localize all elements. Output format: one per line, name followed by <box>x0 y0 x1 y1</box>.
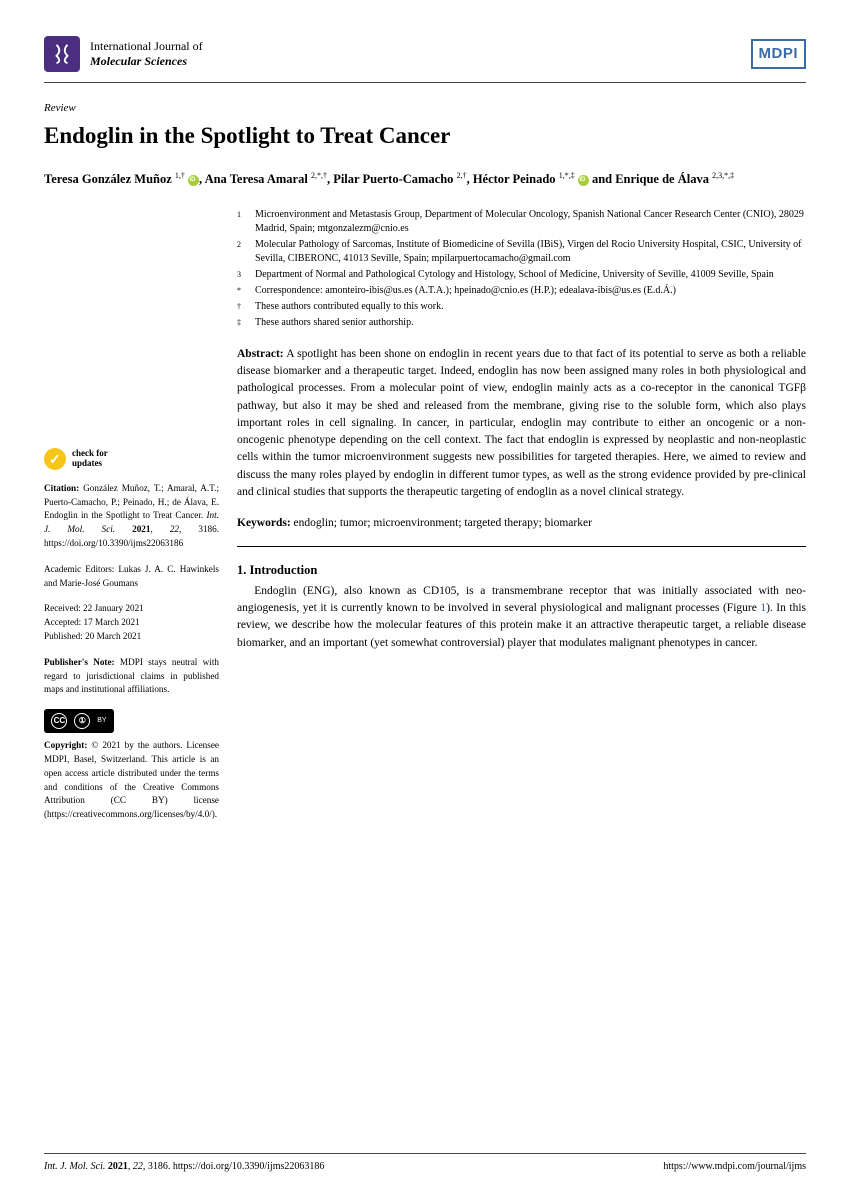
publishers-note: Publisher's Note: MDPI stays neutral wit… <box>44 656 219 697</box>
journal-logo-icon <box>44 36 80 72</box>
cc-icon: CC <box>51 713 67 729</box>
main-column: 1 Microenvironment and Metastasis Group, … <box>237 208 806 834</box>
affiliation-item: 1 Microenvironment and Metastasis Group, … <box>237 208 806 236</box>
page-footer: Int. J. Mol. Sci. 2021, 22, 3186. https:… <box>44 1153 806 1175</box>
affiliation-text: These authors contributed equally to thi… <box>255 300 444 314</box>
accepted-date: Accepted: 17 March 2021 <box>44 617 140 627</box>
check-updates-badge[interactable]: check for updates <box>44 448 219 470</box>
section-rule <box>237 546 806 547</box>
affiliation-item: 2 Molecular Pathology of Sarcomas, Instit… <box>237 238 806 266</box>
dates-block: Received: 22 January 2021 Accepted: 17 M… <box>44 602 219 643</box>
keywords-label: Keywords: <box>237 517 291 529</box>
received-date: Received: 22 January 2021 <box>44 603 144 613</box>
cc-license-badge[interactable]: CC ① BY <box>44 709 114 733</box>
check-line2: updates <box>72 459 108 469</box>
by-icon: ① <box>74 713 90 729</box>
sidebar: check for updates Citation: González Muñ… <box>44 208 219 834</box>
affiliation-item: † These authors contributed equally to th… <box>237 300 806 314</box>
intro-heading: 1. Introduction <box>237 561 806 579</box>
affiliation-text: These authors shared senior authorship. <box>255 316 414 330</box>
journal-name-line1: International Journal of <box>90 39 203 54</box>
check-icon <box>44 448 66 470</box>
abstract-block: Abstract: A spotlight has been shone on … <box>237 346 806 501</box>
affiliation-item: ‡ These authors shared senior authorship. <box>237 316 806 330</box>
author-list: Teresa González Muñoz 1,† , Ana Teresa A… <box>44 170 806 190</box>
publisher-badge[interactable]: MDPI <box>751 39 807 69</box>
footer-left: Int. J. Mol. Sci. 2021, 22, 3186. https:… <box>44 1160 324 1175</box>
affiliations-list: 1 Microenvironment and Metastasis Group, … <box>237 208 806 330</box>
affiliation-marker: 2 <box>237 238 247 266</box>
abstract-text: A spotlight has been shone on endoglin i… <box>237 348 806 498</box>
abstract-label: Abstract: <box>237 348 284 360</box>
page-header: International Journal of Molecular Scien… <box>44 36 806 83</box>
affiliation-item: * Correspondence: amonteiro-ibis@us.es (A… <box>237 284 806 298</box>
affiliation-text: Molecular Pathology of Sarcomas, Institu… <box>255 238 806 266</box>
footer-right: https://www.mdpi.com/journal/ijms <box>663 1160 806 1175</box>
by-label: BY <box>97 716 106 727</box>
affiliation-marker: ‡ <box>237 316 247 330</box>
article-title: Endoglin in the Spotlight to Treat Cance… <box>44 119 806 152</box>
academic-editors: Academic Editors: Lukas J. A. C. Hawinke… <box>44 563 219 591</box>
intro-body: Endoglin (ENG), also known as CD105, is … <box>237 583 806 652</box>
affiliation-text: Department of Normal and Pathological Cy… <box>255 268 774 282</box>
copyright-block: Copyright: © 2021 by the authors. Licens… <box>44 739 219 822</box>
affiliation-marker: 3 <box>237 268 247 282</box>
affiliation-text: Microenvironment and Metastasis Group, D… <box>255 208 806 236</box>
published-date: Published: 20 March 2021 <box>44 631 141 641</box>
affiliation-marker: † <box>237 300 247 314</box>
article-type: Review <box>44 101 806 117</box>
citation-block: Citation: González Muñoz, T.; Amaral, A.… <box>44 482 219 551</box>
affiliation-marker: * <box>237 284 247 298</box>
affiliation-text: Correspondence: amonteiro-ibis@us.es (A.… <box>255 284 676 298</box>
journal-name-line2: Molecular Sciences <box>90 54 203 69</box>
affiliation-marker: 1 <box>237 208 247 236</box>
keywords-block: Keywords: endoglin; tumor; microenvironm… <box>237 515 806 532</box>
journal-block: International Journal of Molecular Scien… <box>44 36 203 72</box>
affiliation-item: 3 Department of Normal and Pathological C… <box>237 268 806 282</box>
keywords-text: endoglin; tumor; microenvironment; targe… <box>294 517 592 529</box>
